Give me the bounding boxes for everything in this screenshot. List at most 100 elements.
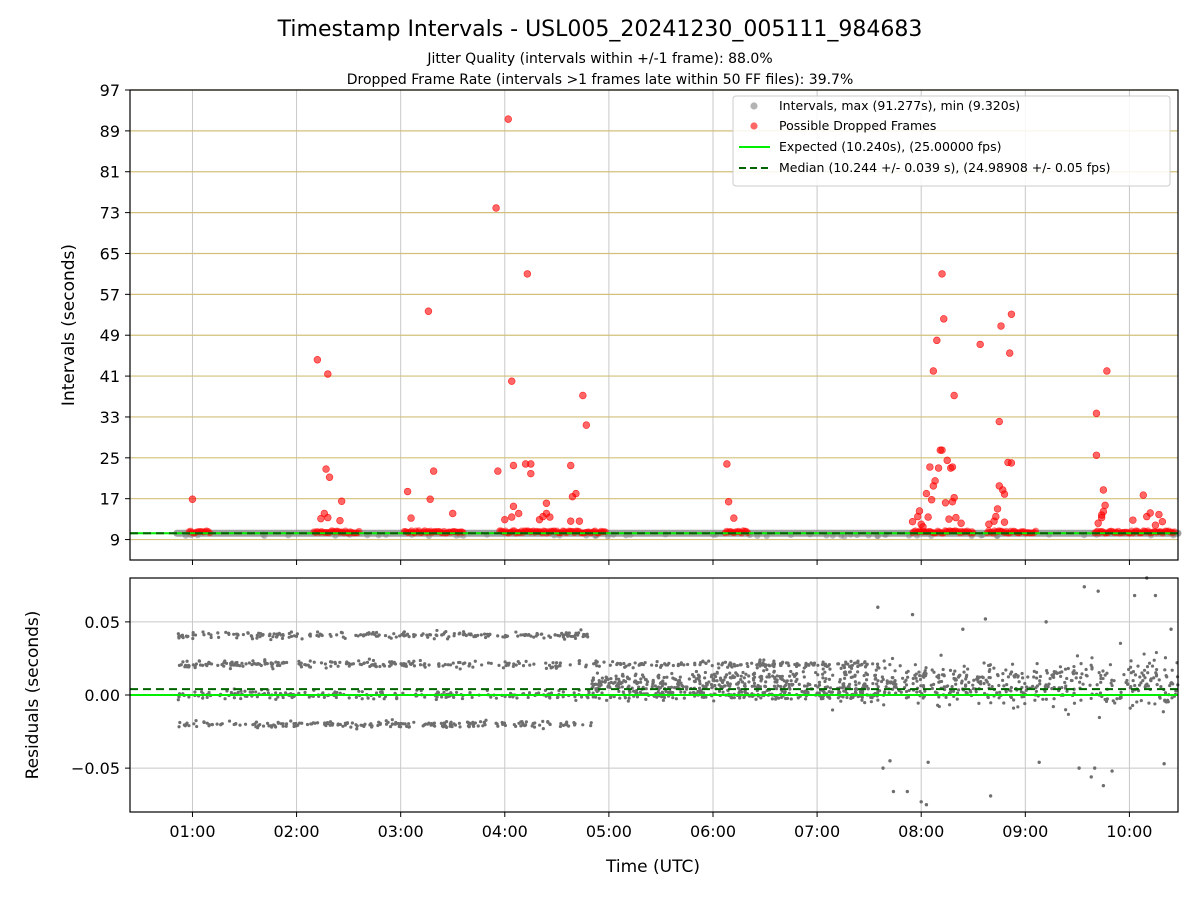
- residual-point: [690, 673, 695, 677]
- residual-point: [1097, 715, 1102, 720]
- residual-point: [597, 664, 601, 668]
- residual-point: [374, 691, 379, 695]
- residual-point: [779, 695, 784, 699]
- residual-point: [998, 690, 1002, 694]
- residual-point: [614, 674, 618, 678]
- residual-point: [1131, 679, 1135, 683]
- residual-point: [458, 725, 462, 729]
- dropped-frame-point: [1099, 486, 1108, 494]
- residual-point: [284, 724, 288, 728]
- residual-point: [362, 661, 367, 665]
- dropped-frame-point: [567, 517, 575, 525]
- residual-point: [439, 721, 443, 725]
- residual-point: [550, 665, 555, 669]
- legend-entry: Expected (10.240s), (25.00000 fps): [779, 139, 1001, 154]
- residual-point: [229, 690, 233, 695]
- residual-point: [179, 663, 183, 667]
- top-y-tick-label: 65: [100, 244, 120, 263]
- residual-point: [1109, 681, 1113, 685]
- residual-point: [977, 701, 981, 705]
- residual-point: [1037, 760, 1041, 764]
- residual-point: [437, 662, 441, 666]
- residual-point: [844, 662, 848, 666]
- dropped-frame-point: [1151, 521, 1160, 529]
- residual-point: [701, 691, 706, 695]
- residual-point: [463, 661, 467, 665]
- dropped-frame-point: [336, 516, 344, 525]
- residual-point: [412, 659, 416, 663]
- residual-point: [881, 766, 885, 770]
- residual-point: [600, 691, 604, 695]
- residual-point: [512, 662, 516, 666]
- residual-point: [637, 685, 641, 689]
- residual-point: [382, 664, 387, 668]
- residual-point: [383, 633, 388, 638]
- residual-point: [1139, 698, 1143, 703]
- residual-point: [449, 691, 453, 695]
- residual-point: [885, 679, 889, 683]
- interval-point: [829, 532, 836, 539]
- residual-point: [777, 696, 781, 700]
- residual-point: [1017, 680, 1021, 684]
- residual-point: [820, 662, 825, 667]
- residual-point: [345, 721, 350, 725]
- residual-point: [1064, 708, 1068, 712]
- residual-point: [567, 634, 571, 638]
- residual-point: [827, 689, 831, 694]
- residual-point: [374, 664, 378, 669]
- residual-point: [615, 683, 619, 687]
- residual-point: [329, 634, 333, 638]
- residual-point: [529, 634, 533, 638]
- residual-point: [1154, 650, 1158, 655]
- residual-point: [1155, 667, 1159, 672]
- residual-point: [370, 663, 374, 667]
- chart-subtitle-dropped: Dropped Frame Rate (intervals >1 frames …: [347, 72, 854, 88]
- residual-point: [698, 688, 702, 692]
- legend-entry: Intervals, max (91.277s), min (9.320s): [779, 98, 1020, 113]
- residual-point: [875, 682, 879, 686]
- dropped-frame-point: [542, 499, 551, 507]
- residual-point: [825, 685, 830, 689]
- residual-point: [404, 664, 408, 668]
- residual-point: [241, 633, 245, 637]
- dropped-frame-point: [313, 356, 322, 364]
- residual-point: [830, 690, 834, 694]
- residual-point: [770, 697, 775, 701]
- residual-point: [821, 667, 825, 671]
- residual-point: [784, 661, 789, 665]
- residual-point: [232, 632, 236, 636]
- top-y-tick-label: 57: [100, 285, 120, 304]
- residual-point: [701, 684, 705, 688]
- residual-point: [982, 661, 986, 665]
- residual-point: [888, 680, 892, 684]
- residual-point: [620, 681, 624, 685]
- residual-point: [740, 680, 745, 684]
- residual-point: [754, 697, 758, 701]
- residual-point: [418, 663, 423, 667]
- residual-point: [614, 677, 619, 681]
- residual-point: [671, 676, 675, 680]
- dropped-frame-point: [337, 497, 346, 505]
- residual-point: [699, 661, 703, 665]
- residual-point: [959, 681, 964, 685]
- residual-point: [869, 700, 873, 704]
- residual-point: [661, 698, 666, 702]
- dropped-frame-point: [993, 505, 1002, 513]
- residual-point: [1038, 674, 1043, 679]
- residual-point: [430, 721, 434, 726]
- residual-point: [455, 665, 459, 669]
- residual-point: [319, 661, 324, 665]
- residual-point: [331, 722, 335, 726]
- residual-point: [860, 698, 864, 702]
- residual-point: [911, 681, 915, 686]
- residual-point: [418, 658, 422, 663]
- residual-point: [185, 721, 189, 725]
- residual-point: [1079, 698, 1083, 702]
- residual-point: [655, 695, 659, 699]
- residual-point: [827, 677, 832, 681]
- residual-point: [1046, 685, 1050, 689]
- residual-point: [269, 662, 273, 666]
- residual-point: [439, 695, 444, 699]
- residual-point: [366, 696, 370, 700]
- residual-point: [1035, 684, 1040, 688]
